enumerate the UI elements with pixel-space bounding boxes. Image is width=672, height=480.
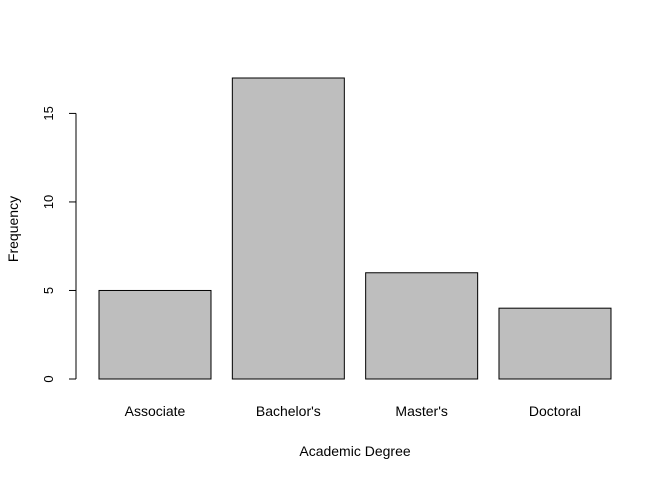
y-axis-label: Frequency — [5, 196, 21, 262]
y-tick-label: 0 — [41, 375, 56, 382]
bar — [498, 307, 612, 380]
y-tick-label: 5 — [41, 287, 56, 294]
x-tick-label: Doctoral — [529, 403, 581, 419]
y-axis: 0 5 10 15 — [41, 106, 77, 383]
y-tick-label: 15 — [41, 106, 56, 120]
x-tick-label: Master's — [395, 403, 447, 419]
x-tick-label: Bachelor's — [256, 403, 321, 419]
x-tick-label: Associate — [125, 403, 186, 419]
bar — [365, 272, 479, 380]
y-tick-label: 10 — [41, 195, 56, 209]
bars — [98, 77, 612, 380]
x-axis-label: Academic Degree — [299, 443, 410, 459]
x-tick-labels: Associate Bachelor's Master's Doctoral — [125, 403, 581, 419]
bar — [98, 289, 212, 380]
bar — [231, 77, 345, 380]
